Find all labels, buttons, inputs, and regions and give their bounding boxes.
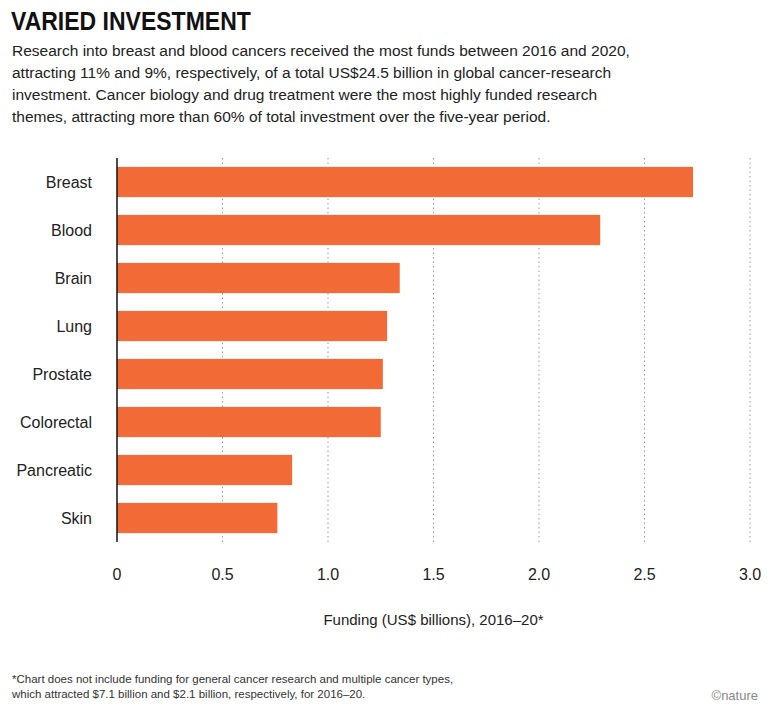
title: VARIED INVESTMENT bbox=[11, 7, 251, 35]
tick-label: 2.5 bbox=[633, 566, 655, 583]
tick-label: 1.5 bbox=[422, 566, 444, 583]
tick-label: 2.0 bbox=[528, 566, 550, 583]
footnote: *Chart does not include funding for gene… bbox=[12, 673, 453, 685]
bar bbox=[117, 263, 400, 293]
bars bbox=[117, 167, 693, 533]
subtitle: themes, attracting more than 60% of tota… bbox=[12, 108, 550, 125]
category-label: Breast bbox=[46, 174, 93, 191]
category-label: Pancreatic bbox=[16, 462, 92, 479]
bar bbox=[117, 503, 277, 533]
bar bbox=[117, 215, 600, 245]
bar bbox=[117, 359, 383, 389]
credit: ©nature bbox=[712, 688, 758, 703]
axis-line bbox=[116, 158, 118, 542]
chart: VARIED INVESTMENT Research into breast an… bbox=[0, 0, 767, 712]
bar bbox=[117, 455, 292, 485]
bar bbox=[117, 407, 381, 437]
tick-label: 3.0 bbox=[739, 566, 761, 583]
grid-line bbox=[750, 158, 751, 542]
category-label: Lung bbox=[56, 318, 92, 335]
category-label: Brain bbox=[55, 270, 92, 287]
tick-label: 0 bbox=[113, 566, 122, 583]
category-label: Colorectal bbox=[20, 414, 92, 431]
grid-line bbox=[644, 158, 645, 542]
subtitle: Research into breast and blood cancers r… bbox=[12, 42, 630, 59]
bar bbox=[117, 167, 693, 197]
tick-label: 0.5 bbox=[211, 566, 233, 583]
tick-label: 1.0 bbox=[317, 566, 339, 583]
footnote: which attracted $7.1 billion and $2.1 bi… bbox=[11, 688, 365, 700]
subtitle: investment. Cancer biology and drug trea… bbox=[12, 86, 597, 103]
bar bbox=[117, 311, 387, 341]
x-axis-label: Funding (US$ billions), 2016–20* bbox=[323, 611, 543, 628]
category-label: Prostate bbox=[32, 366, 92, 383]
category-label: Blood bbox=[51, 222, 92, 239]
subtitle: attracting 11% and 9%, respectively, of … bbox=[12, 64, 611, 81]
category-label: Skin bbox=[61, 510, 92, 527]
